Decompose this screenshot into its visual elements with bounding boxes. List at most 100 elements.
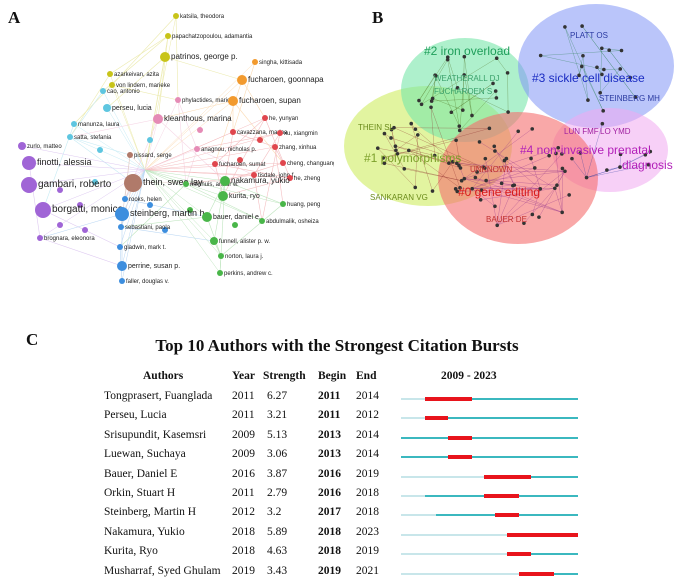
burst-end: 2014 (356, 429, 379, 441)
burst-author: Srisupundit, Kasemsri (104, 429, 206, 441)
cluster-node (531, 213, 535, 217)
network-node (22, 156, 36, 170)
cluster-node (414, 127, 418, 131)
cluster-node (537, 215, 541, 219)
burst-strength: 6.27 (267, 390, 287, 402)
burst-author: Kurita, Ryo (104, 545, 158, 557)
network-node-label: he, zheng (294, 176, 320, 182)
cluster-author-label: THEIN SL (358, 123, 395, 132)
network-node (228, 96, 238, 106)
network-node-label: zhang, xinhua (279, 145, 317, 151)
network-node-label: cao, antonio (107, 89, 140, 95)
network-node-label: azarkeivan, azita (114, 72, 160, 78)
cluster-author-label: LO YMD (600, 127, 631, 136)
burst-period (495, 513, 519, 517)
burst-inactive-segment (401, 398, 425, 400)
burst-active-segment (401, 437, 578, 439)
burst-active-segment (401, 456, 578, 458)
cluster-node (533, 166, 537, 170)
cluster-node (474, 176, 478, 180)
cluster-node (454, 187, 458, 191)
cluster-node (478, 140, 482, 144)
network-node-label: borgatti, monica (52, 204, 124, 215)
cluster-node (431, 97, 435, 101)
burst-author: Perseu, Lucia (104, 409, 167, 421)
cluster-node (555, 183, 559, 187)
network-node-label: fucharoen, goonnapa (248, 75, 324, 84)
cluster-author-label: WEATHERALL DJ (434, 74, 499, 83)
network-node (202, 212, 212, 222)
burst-begin: 2011 (318, 390, 340, 402)
burst-inactive-segment (401, 573, 519, 575)
cluster-author-label: UNKNOWN (470, 165, 512, 174)
cluster-node (605, 168, 609, 172)
network-node (18, 142, 26, 150)
burst-end: 2018 (356, 487, 379, 499)
cluster-node (553, 186, 557, 190)
cluster-node (461, 108, 465, 112)
network-node-label: manunza, laura (78, 122, 120, 128)
burst-year: 2012 (232, 506, 255, 518)
network-node-label: singha, kittisada (259, 60, 303, 66)
network-node (37, 235, 43, 241)
cluster-node (567, 193, 571, 197)
burst-begin: 2011 (318, 409, 340, 421)
cluster-node (539, 54, 543, 58)
cluster-node (457, 124, 461, 128)
cluster-node (484, 157, 488, 161)
cluster-node (454, 138, 458, 142)
cluster-node (601, 122, 605, 126)
network-node-label: abdulmalik, osheiza (266, 219, 319, 225)
cluster-node (595, 65, 599, 69)
burst-strength: 3.2 (267, 506, 281, 518)
cluster-node (431, 189, 435, 193)
burst-begin: 2016 (318, 468, 341, 480)
network-node-label: cheng, changuang (287, 161, 334, 167)
cluster-label: #2 iron overload (424, 44, 510, 58)
cluster-author-label: SANKARAN VG (370, 193, 428, 202)
network-node (194, 146, 200, 152)
burst-strength: 2.79 (267, 487, 287, 499)
network-node (165, 33, 171, 39)
network-node (218, 253, 224, 259)
cluster-label: #1 polymorphisms (364, 151, 461, 165)
network-node-label: perrine, susan p. (128, 263, 180, 270)
cluster-node (560, 211, 564, 215)
cluster-node (506, 71, 510, 75)
cluster-label-line2: diagnosis (622, 158, 673, 172)
network-node-label: katsila, theodora (180, 14, 225, 20)
network-node-label: zurlo, matteo (27, 144, 62, 150)
burst-strength: 3.06 (267, 448, 287, 460)
network-node (262, 115, 268, 121)
cocitation-cluster-map: #0 gene editing#1 polymorphisms#2 iron o… (338, 0, 674, 306)
burst-end: 2014 (356, 390, 379, 402)
network-node-label: anagnou, nicholas p. (201, 147, 257, 153)
burst-period (507, 533, 578, 537)
network-node (71, 121, 77, 127)
network-node (21, 177, 37, 193)
network-node-label: patrinos, george p. (171, 52, 238, 61)
network-node-label: kleanthous, marina (164, 114, 232, 123)
cluster-node (563, 25, 567, 29)
burst-period (507, 552, 531, 556)
burst-period (519, 572, 554, 576)
cluster-node (580, 24, 584, 28)
cluster-node (493, 205, 497, 209)
network-node (237, 75, 247, 85)
cluster-node (484, 179, 488, 183)
burst-author: Orkin, Stuart H (104, 487, 175, 499)
network-node (115, 207, 129, 221)
network-node-small (232, 222, 238, 228)
network-node (67, 134, 73, 140)
burst-end: 2018 (356, 506, 379, 518)
citation-burst-table: Authors Year Strength Begin End 2009 - 2… (0, 368, 674, 584)
cluster-node (563, 169, 567, 173)
burst-strength: 3.87 (267, 468, 287, 480)
network-node (117, 261, 127, 271)
burst-begin: 2016 (318, 487, 341, 499)
network-node-label: steinberg, martin h. (130, 208, 207, 218)
cluster-author-label: STEINBERG MH (599, 94, 660, 103)
